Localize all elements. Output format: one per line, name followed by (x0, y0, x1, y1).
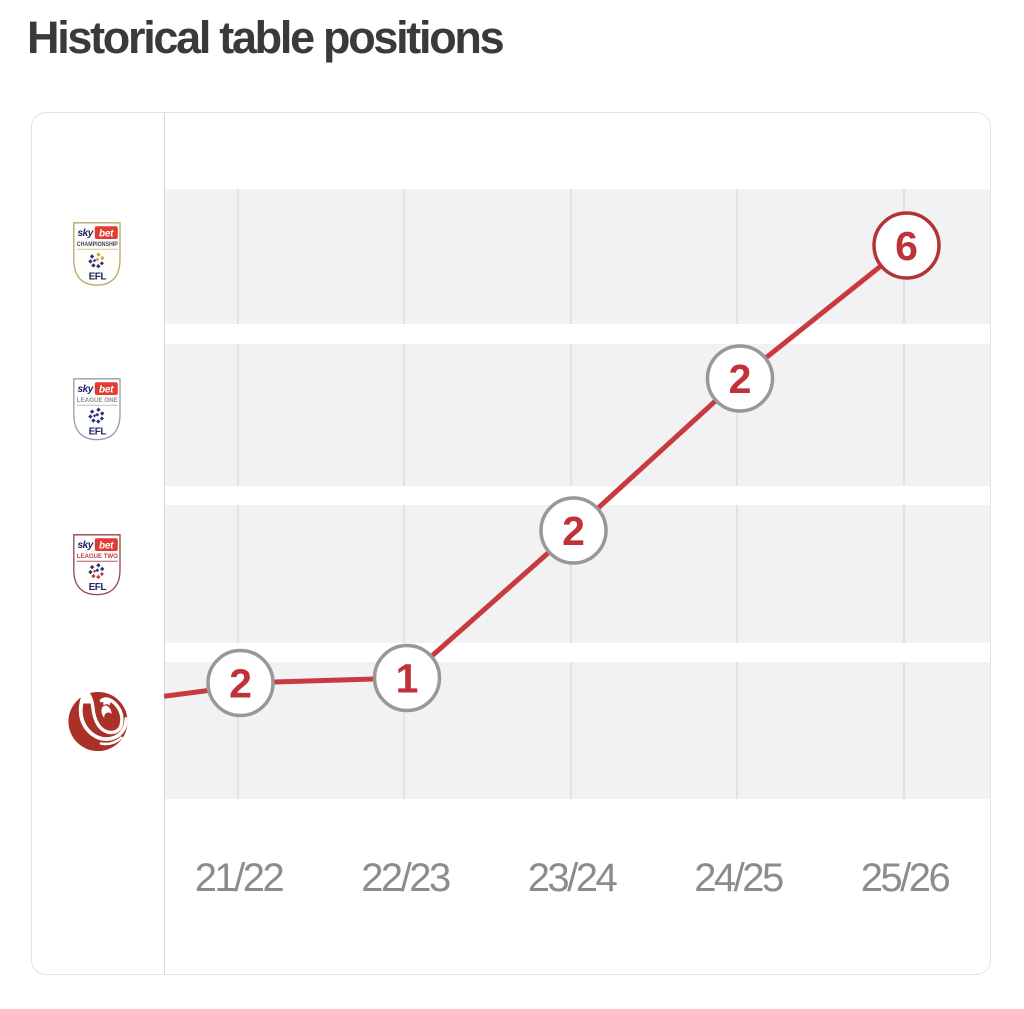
svg-text:bet: bet (99, 228, 114, 239)
svg-text:bet: bet (99, 384, 114, 395)
svg-text:1: 1 (395, 655, 418, 701)
svg-text:CHAMPIONSHIP: CHAMPIONSHIP (76, 241, 118, 248)
svg-text:LEAGUE TWO: LEAGUE TWO (76, 553, 117, 560)
svg-text:sky: sky (77, 384, 93, 395)
svg-text:6: 6 (895, 223, 918, 269)
svg-text:2: 2 (562, 508, 585, 554)
svg-text:2: 2 (229, 660, 252, 706)
svg-text:sky: sky (77, 540, 93, 551)
svg-text:EFL: EFL (88, 426, 106, 437)
svg-text:LEAGUE ONE: LEAGUE ONE (76, 397, 118, 404)
svg-text:sky: sky (77, 228, 93, 239)
svg-text:EFL: EFL (88, 582, 106, 593)
svg-text:2: 2 (728, 356, 751, 402)
svg-text:bet: bet (99, 540, 114, 551)
svg-text:EFL: EFL (88, 271, 106, 282)
